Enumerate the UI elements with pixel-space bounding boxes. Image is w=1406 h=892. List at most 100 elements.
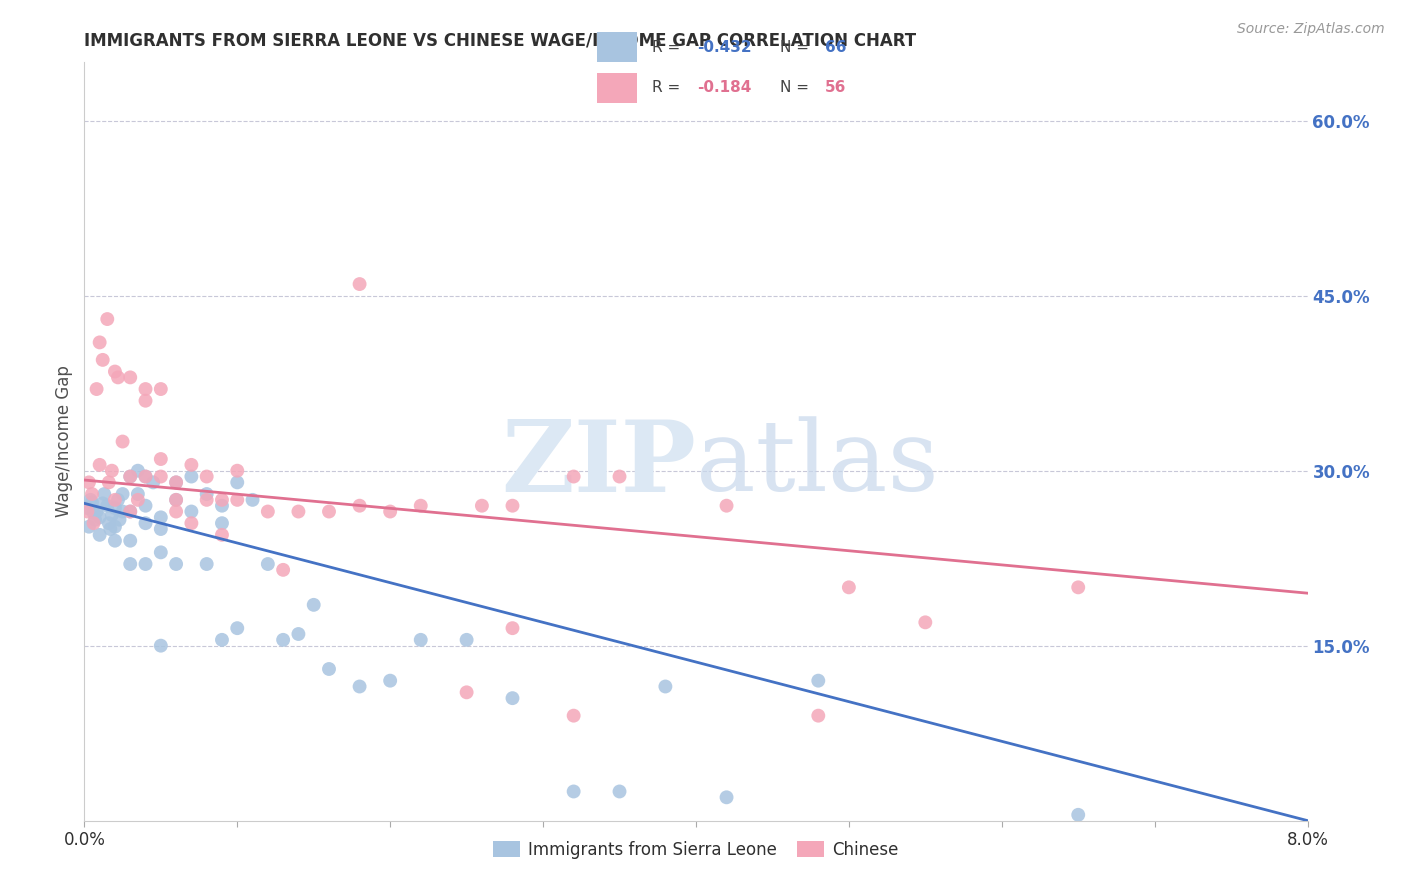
Point: [456, 685, 478, 699]
Point: [135, 393, 157, 408]
Text: 56: 56: [824, 80, 846, 95]
Point: [120, 557, 142, 571]
Point: [104, 501, 127, 516]
Point: [120, 469, 142, 483]
Point: [104, 519, 127, 533]
Point: [79, 492, 101, 507]
Point: [149, 452, 172, 467]
Point: [120, 370, 142, 384]
Point: [165, 492, 187, 507]
Point: [149, 469, 172, 483]
Point: [287, 504, 309, 518]
Point: [83, 516, 105, 531]
Text: R =: R =: [652, 80, 686, 95]
Point: [716, 499, 738, 513]
Point: [98, 522, 121, 536]
Point: [89, 510, 111, 524]
Point: [562, 784, 585, 798]
Point: [195, 469, 218, 483]
Point: [104, 533, 127, 548]
Point: [89, 458, 111, 472]
Point: [211, 528, 233, 542]
Point: [654, 680, 676, 694]
Point: [96, 499, 118, 513]
Point: [111, 487, 134, 501]
Point: [120, 504, 142, 518]
Text: -0.184: -0.184: [697, 80, 752, 95]
Point: [80, 487, 103, 501]
Point: [349, 499, 371, 513]
Point: [211, 499, 233, 513]
Point: [89, 528, 111, 542]
Point: [180, 469, 202, 483]
Text: Source: ZipAtlas.com: Source: ZipAtlas.com: [1237, 22, 1385, 37]
Point: [195, 492, 218, 507]
Point: [471, 499, 494, 513]
Point: [914, 615, 936, 630]
Point: [502, 499, 524, 513]
Point: [302, 598, 325, 612]
Point: [135, 516, 157, 531]
Point: [165, 504, 187, 518]
Point: [111, 434, 134, 449]
Point: [135, 382, 157, 396]
Point: [84, 513, 107, 527]
Point: [318, 662, 340, 676]
Point: [104, 365, 127, 379]
Point: [1067, 580, 1090, 594]
Point: [89, 335, 111, 350]
Point: [211, 516, 233, 531]
Point: [226, 464, 249, 478]
Point: [318, 504, 340, 518]
Bar: [598, 32, 637, 62]
Point: [165, 492, 187, 507]
Point: [135, 469, 157, 483]
Point: [409, 499, 432, 513]
Point: [108, 513, 131, 527]
Point: [77, 519, 100, 533]
Point: [195, 557, 218, 571]
Legend: Immigrants from Sierra Leone, Chinese: Immigrants from Sierra Leone, Chinese: [486, 834, 905, 865]
Point: [149, 522, 172, 536]
Text: -0.432: -0.432: [697, 40, 752, 54]
Text: 66: 66: [824, 40, 846, 54]
Point: [226, 475, 249, 490]
Point: [257, 557, 280, 571]
Point: [135, 557, 157, 571]
Point: [135, 469, 157, 483]
Point: [135, 499, 157, 513]
Point: [287, 627, 309, 641]
Point: [380, 673, 402, 688]
Point: [271, 563, 294, 577]
Point: [149, 545, 172, 559]
Point: [257, 504, 280, 518]
Point: [93, 487, 115, 501]
Point: [97, 516, 120, 531]
Point: [807, 708, 830, 723]
Point: [120, 504, 142, 518]
Text: atlas: atlas: [696, 417, 939, 512]
Point: [76, 501, 98, 516]
Point: [149, 382, 172, 396]
Point: [195, 487, 218, 501]
Point: [349, 680, 371, 694]
Y-axis label: Wage/Income Gap: Wage/Income Gap: [55, 366, 73, 517]
Text: ZIP: ZIP: [501, 416, 696, 513]
Point: [120, 533, 142, 548]
Point: [77, 475, 100, 490]
Point: [807, 673, 830, 688]
Point: [120, 469, 142, 483]
Point: [127, 464, 149, 478]
Point: [97, 475, 120, 490]
Point: [502, 691, 524, 706]
Point: [271, 632, 294, 647]
Point: [111, 504, 134, 518]
Point: [716, 790, 738, 805]
Text: R =: R =: [652, 40, 686, 54]
Text: N =: N =: [780, 80, 814, 95]
Point: [86, 504, 108, 518]
Point: [1067, 807, 1090, 822]
Point: [180, 504, 202, 518]
Point: [380, 504, 402, 518]
Point: [80, 495, 103, 509]
